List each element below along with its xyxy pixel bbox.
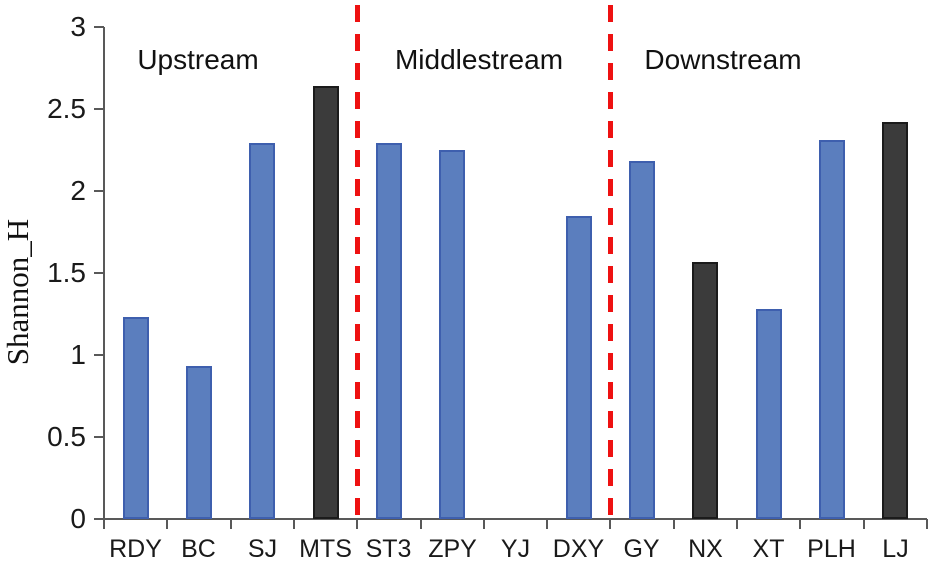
y-tick: [94, 518, 104, 520]
bar-bc: [186, 366, 212, 519]
bar-nx: [692, 262, 718, 519]
bar-mts: [313, 86, 339, 519]
section-divider: [607, 5, 613, 519]
y-tick-label: 2: [70, 175, 86, 206]
y-tick: [94, 108, 104, 110]
y-tick-label: 1.5: [47, 257, 86, 288]
x-tick: [420, 519, 422, 529]
bar-plh: [819, 140, 845, 519]
y-tick: [94, 354, 104, 356]
x-tick: [546, 519, 548, 529]
x-axis-line: [94, 518, 927, 520]
y-tick-label: 1: [70, 339, 86, 370]
x-tick: [483, 519, 485, 529]
category-label-sj: SJ: [247, 535, 278, 563]
category-label-plh: PLH: [807, 535, 856, 563]
x-tick: [293, 519, 295, 529]
category-label-dxy: DXY: [552, 535, 605, 563]
y-tick-label: 3: [70, 11, 86, 42]
y-tick: [94, 190, 104, 192]
bar-zpy: [439, 150, 465, 519]
x-tick: [863, 519, 865, 529]
x-tick: [166, 519, 168, 529]
category-label-nx: NX: [688, 535, 723, 563]
y-axis-line: [103, 27, 105, 529]
y-tick-label: 0: [70, 503, 86, 534]
bar-dxy: [566, 216, 592, 519]
category-label-lj: LJ: [882, 535, 909, 563]
bar-st3: [376, 143, 402, 519]
y-tick: [94, 272, 104, 274]
y-tick-label: 2.5: [47, 93, 86, 124]
x-tick: [356, 519, 358, 529]
section-label-middlestream: Middlestream: [394, 44, 564, 75]
y-tick: [94, 26, 104, 28]
x-tick: [230, 519, 232, 529]
category-label-bc: BC: [181, 535, 216, 563]
y-tick-label: 0.5: [47, 421, 86, 452]
bar-sj: [249, 143, 275, 519]
x-tick: [673, 519, 675, 529]
x-tick: [799, 519, 801, 529]
bar-lj: [882, 122, 908, 519]
bar-gy: [629, 161, 655, 519]
section-label-downstream: Downstream: [644, 44, 802, 75]
category-label-gy: GY: [623, 535, 660, 563]
category-label-xt: XT: [752, 535, 785, 563]
bar-rdy: [123, 317, 149, 519]
y-tick: [94, 436, 104, 438]
x-tick: [736, 519, 738, 529]
section-divider: [354, 5, 360, 519]
x-tick: [926, 519, 928, 529]
category-label-mts: MTS: [299, 535, 352, 563]
x-tick: [103, 519, 105, 529]
category-label-st3: ST3: [365, 535, 412, 563]
x-tick: [609, 519, 611, 529]
category-label-yj: YJ: [500, 535, 531, 563]
section-label-upstream: Upstream: [137, 44, 259, 75]
category-label-rdy: RDY: [109, 535, 162, 563]
bar-xt: [756, 309, 782, 519]
category-label-zpy: ZPY: [428, 535, 477, 563]
